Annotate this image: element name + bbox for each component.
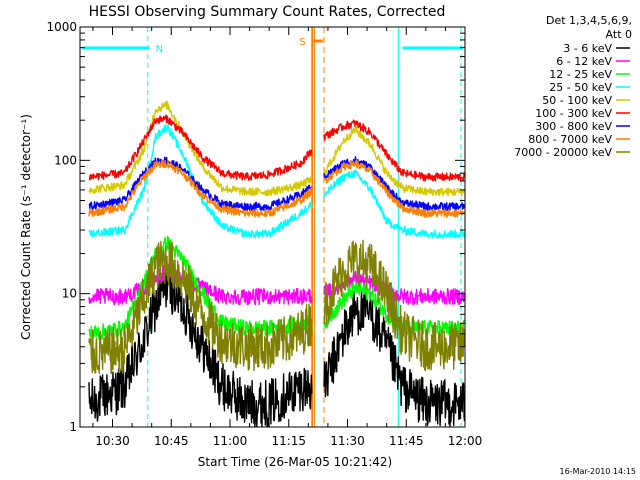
series-line-4-seg-1 xyxy=(323,126,466,197)
x-tick-label-2: 11:00 xyxy=(213,434,248,448)
y-tick-label-0: 1 xyxy=(69,420,77,434)
saa-marker-label: S xyxy=(299,37,305,48)
x-tick-label-6: 12:00 xyxy=(448,434,483,448)
chart-title: HESSI Observing Summary Count Rates, Cor… xyxy=(89,4,446,20)
plot-frame xyxy=(79,26,466,428)
series-line-5-seg-0 xyxy=(88,114,313,182)
y-tick-label-2: 100 xyxy=(54,153,77,167)
series-line-3-seg-1 xyxy=(323,169,466,239)
legend-label-3: 25 - 50 keV xyxy=(549,81,612,94)
series-line-6-seg-0 xyxy=(88,156,313,212)
legend-label-0: 3 - 6 keV xyxy=(563,42,612,55)
x-tick-label-4: 11:30 xyxy=(330,434,365,448)
footer-timestamp: 16-Mar-2010 14:15 xyxy=(560,467,637,476)
legend-header-line-2: Att 0 xyxy=(606,28,632,41)
series-line-8-seg-0 xyxy=(88,240,313,375)
series-line-6-seg-1 xyxy=(323,155,466,212)
y-tick-label-3: 1000 xyxy=(46,20,77,34)
legend-label-7: 800 - 7000 keV xyxy=(528,133,612,146)
x-tick-label-0: 10:30 xyxy=(95,434,130,448)
x-tick-label-1: 10:45 xyxy=(154,434,189,448)
legend-label-5: 100 - 300 keV xyxy=(535,107,612,120)
series-line-8-seg-1 xyxy=(323,239,466,372)
legend-header-line-1: Det 1,3,4,5,6,9, xyxy=(546,14,632,27)
y-axis-label: Corrected Count Rate (s⁻¹ detector⁻¹) xyxy=(19,114,33,340)
x-tick-label-3: 11:15 xyxy=(271,434,306,448)
series-line-1-seg-0 xyxy=(88,263,313,306)
series-line-7-seg-0 xyxy=(88,159,313,218)
legend-label-8: 7000 - 20000 keV xyxy=(514,146,612,159)
x-tick-label-5: 11:45 xyxy=(389,434,424,448)
series-line-5-seg-1 xyxy=(323,119,466,182)
legend-label-1: 6 - 12 keV xyxy=(556,55,612,68)
y-tick-label-1: 10 xyxy=(62,287,77,301)
series-line-0-seg-1 xyxy=(323,289,466,428)
plot-area: NS xyxy=(82,27,466,428)
legend-label-2: 12 - 25 keV xyxy=(549,68,612,81)
legend-label-6: 300 - 800 keV xyxy=(535,120,612,133)
x-axis-label: Start Time (26-Mar-05 10:21:42) xyxy=(198,455,392,469)
series-line-4-seg-0 xyxy=(88,100,313,197)
legend-label-4: 50 - 100 keV xyxy=(542,94,612,107)
axes: 10:30 10:45 11:00 11:15 11:30 11:45 12:00 1 10 10… xyxy=(46,20,482,448)
series-line-7-seg-1 xyxy=(323,159,465,219)
series-line-0-seg-0 xyxy=(88,264,313,428)
night-marker-label: N xyxy=(156,44,163,55)
